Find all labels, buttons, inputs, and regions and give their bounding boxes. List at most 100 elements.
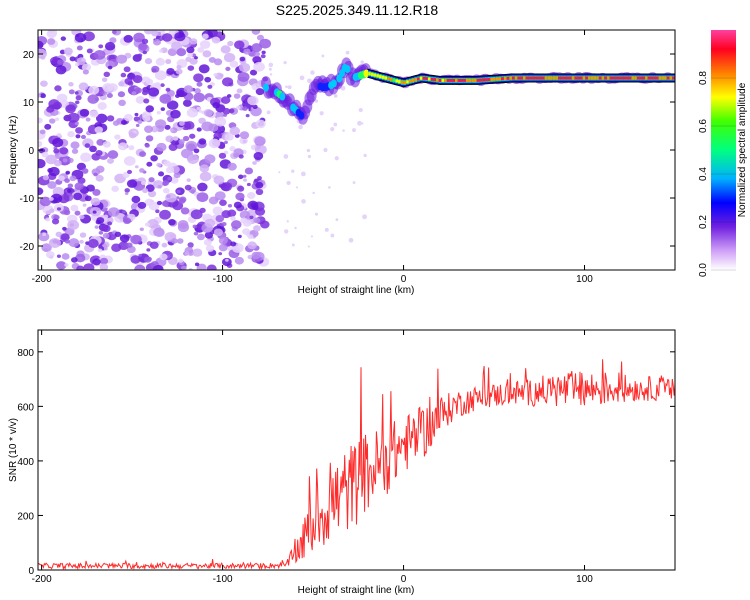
signal-band-core xyxy=(582,76,586,80)
signal-band-core xyxy=(653,76,657,80)
noise-blob xyxy=(92,210,97,214)
noise-speckle xyxy=(342,129,345,132)
noise-blob xyxy=(38,187,44,196)
signal-band-core xyxy=(452,78,456,82)
noise-blob xyxy=(62,226,67,231)
signal-band-core xyxy=(512,76,516,80)
noise-blob xyxy=(168,143,178,151)
noise-speckle xyxy=(310,235,314,238)
signal-band-core xyxy=(441,78,445,82)
noise-speckle xyxy=(330,127,335,132)
noise-blob xyxy=(189,38,198,45)
signal-band-core xyxy=(601,76,605,80)
noise-blob xyxy=(199,40,211,49)
noise-blob xyxy=(176,189,181,194)
noise-blob xyxy=(120,72,127,78)
spectrogram-x-axis-label: Height of straight line (km) xyxy=(298,285,415,296)
noise-blob xyxy=(257,176,262,181)
signal-band-core xyxy=(617,76,621,80)
signal-band-core xyxy=(379,75,383,79)
noise-speckle xyxy=(358,107,363,113)
noise-blob xyxy=(153,180,164,189)
noise-blob xyxy=(111,30,117,35)
signal-band-core xyxy=(609,76,613,80)
noise-blob xyxy=(230,216,236,221)
noise-blob xyxy=(165,87,171,92)
noise-blob xyxy=(94,126,104,134)
noise-blob xyxy=(134,112,139,117)
noise-blob xyxy=(137,53,143,58)
signal-band-core xyxy=(661,76,665,80)
noise-blob xyxy=(167,176,172,181)
snr-y-tick-label: 600 xyxy=(17,402,34,413)
noise-speckle xyxy=(352,128,356,133)
noise-blob xyxy=(76,45,83,51)
noise-blob xyxy=(211,36,221,44)
signal-band-core xyxy=(449,78,453,82)
noise-blob xyxy=(101,77,108,82)
noise-blob xyxy=(260,220,270,229)
noise-blob xyxy=(70,141,80,149)
noise-blob xyxy=(218,152,227,159)
snr-x-axis-label: Height of straight line (km) xyxy=(298,585,415,596)
noise-blob xyxy=(242,106,248,111)
noise-blob xyxy=(124,188,130,193)
noise-blob xyxy=(193,73,204,83)
signal-band-core xyxy=(408,79,412,83)
noise-blob xyxy=(261,50,266,55)
noise-blob xyxy=(147,190,157,198)
noise-speckle xyxy=(284,229,289,234)
noise-blob xyxy=(233,201,242,209)
noise-blob xyxy=(118,241,129,250)
noise-blob xyxy=(68,89,75,95)
noise-blob xyxy=(229,126,241,136)
noise-blob xyxy=(67,112,80,123)
signal-band-core xyxy=(612,76,616,80)
noise-blob xyxy=(170,109,181,119)
noise-blob xyxy=(71,148,79,154)
noise-speckle xyxy=(298,124,303,130)
noise-blob xyxy=(74,32,87,43)
noise-blob xyxy=(219,73,224,78)
noise-blob xyxy=(155,209,160,214)
noise-blob xyxy=(90,197,101,206)
signal-band-core xyxy=(636,76,640,80)
signal-band-core xyxy=(414,78,418,82)
signal-band-core xyxy=(634,76,638,80)
noise-blob xyxy=(64,263,69,267)
noise-blob xyxy=(122,210,127,214)
noise-speckle xyxy=(286,220,289,223)
signal-band-core xyxy=(528,76,532,80)
noise-blob xyxy=(60,233,70,242)
signal-band-core xyxy=(639,76,643,80)
noise-blob xyxy=(253,225,261,232)
noise-blob xyxy=(168,218,176,226)
noise-blob xyxy=(67,131,75,138)
noise-speckle xyxy=(294,226,297,230)
noise-blob xyxy=(106,92,113,99)
noise-blob xyxy=(79,239,84,244)
noise-speckle xyxy=(291,169,295,173)
noise-speckle xyxy=(283,61,287,65)
noise-blob xyxy=(114,134,121,140)
noise-blob xyxy=(189,133,196,139)
noise-blob xyxy=(222,77,234,87)
noise-blob xyxy=(128,132,137,139)
signal-band-core xyxy=(373,73,377,77)
noise-blob xyxy=(74,121,80,126)
noise-blob xyxy=(237,72,250,83)
noise-blob xyxy=(165,58,172,65)
noise-blob xyxy=(220,182,232,192)
noise-blob xyxy=(56,207,62,211)
signal-band-core xyxy=(566,76,570,80)
signal-band-core xyxy=(446,78,450,82)
noise-blob xyxy=(144,125,154,134)
noise-blob xyxy=(152,264,164,270)
noise-blob xyxy=(84,195,92,202)
noise-blob xyxy=(123,34,133,43)
noise-speckle xyxy=(285,85,288,89)
noise-blob xyxy=(190,209,203,220)
colorbar-tick-label: 0.2 xyxy=(698,215,709,229)
colorbar-label: Normalized spectral amplitude xyxy=(737,82,748,217)
noise-blob xyxy=(140,180,146,186)
